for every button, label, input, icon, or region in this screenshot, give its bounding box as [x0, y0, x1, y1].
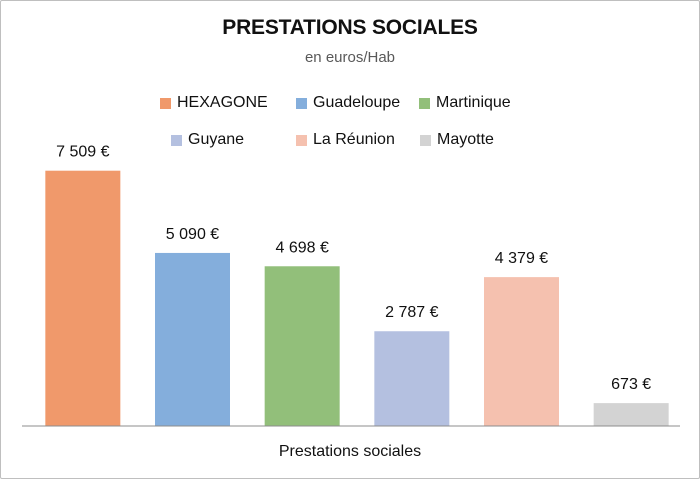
- legend-label: HEXAGONE: [177, 94, 268, 111]
- data-label: 4 698 €: [275, 239, 328, 256]
- legend-item-la-reunion: La Réunion: [296, 131, 395, 149]
- chart-title: PRESTATIONS SOCIALES: [222, 16, 478, 39]
- bar-la-r-union: [484, 277, 559, 426]
- legend-item-guyane: Guyane: [171, 131, 244, 149]
- bar-martinique: [264, 266, 340, 426]
- legend-swatch: [171, 134, 182, 146]
- x-category-label: Prestations sociales: [278, 443, 422, 460]
- chart-subtitle: en euros/Hab: [304, 49, 396, 66]
- bar-mayotte: [593, 403, 669, 426]
- data-label: 4 379 €: [495, 250, 548, 267]
- legend-label: La Réunion: [313, 131, 395, 148]
- data-label: 5 090 €: [166, 226, 219, 243]
- bar-guadeloupe: [155, 252, 230, 426]
- legend-label: Martinique: [436, 94, 511, 111]
- legend-swatch: [160, 97, 171, 109]
- legend-swatch: [296, 134, 307, 146]
- legend-item-mayotte: Mayotte: [420, 131, 494, 149]
- legend-label: Guadeloupe: [313, 94, 401, 111]
- legend-swatch: [420, 134, 431, 146]
- legend-swatch: [419, 97, 430, 109]
- legend-swatch: [296, 97, 307, 109]
- bar-guyane: [374, 331, 450, 426]
- legend-item-guadeloupe: Guadeloupe: [296, 94, 400, 112]
- bar-hexagone: [45, 170, 121, 426]
- data-label: 673 €: [611, 376, 651, 393]
- legend-item-hexagone: HEXAGONE: [160, 94, 268, 112]
- data-label: 7 509 €: [56, 144, 109, 161]
- legend-item-martinique: Martinique: [419, 94, 511, 112]
- data-label: 2 787 €: [385, 304, 438, 321]
- legend-label: Guyane: [188, 131, 245, 148]
- legend-label: Mayotte: [437, 131, 494, 148]
